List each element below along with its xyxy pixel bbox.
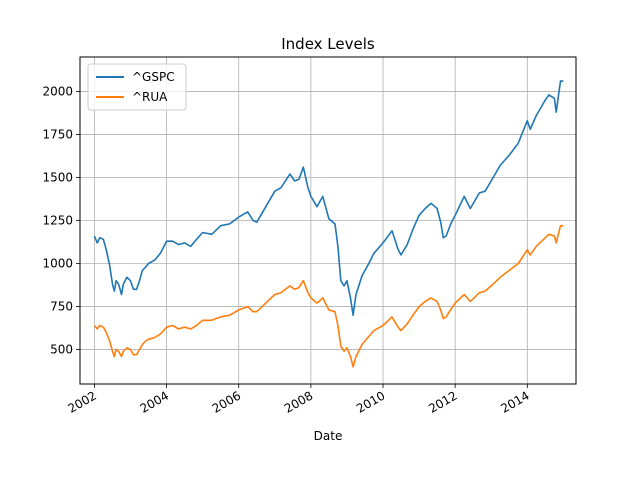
chart-title: Index Levels: [281, 35, 375, 53]
series-layer: [93, 80, 564, 368]
legend-label: ^GSPC: [132, 70, 175, 84]
y-tick-label: 1250: [42, 214, 73, 228]
y-tick-label: 1000: [42, 257, 73, 271]
y-tick-label: 2000: [42, 84, 73, 98]
legend-label: ^RUA: [132, 90, 168, 104]
y-tick-label: 750: [50, 300, 73, 314]
legend: ^GSPC ^RUA: [87, 63, 187, 111]
y-tick-label: 500: [50, 343, 73, 357]
series-line-rua: [93, 224, 564, 368]
y-tick-label: 1750: [42, 127, 73, 141]
grid-layer: [80, 57, 576, 384]
tick-layer: 2002 2004 2006 2008 2010 2012 2014500750100012…: [42, 84, 531, 415]
legend-box: [87, 63, 187, 111]
x-axis-title: Date: [314, 429, 343, 443]
y-tick-label: 1500: [42, 170, 73, 184]
series-line-gspc: [93, 80, 564, 317]
